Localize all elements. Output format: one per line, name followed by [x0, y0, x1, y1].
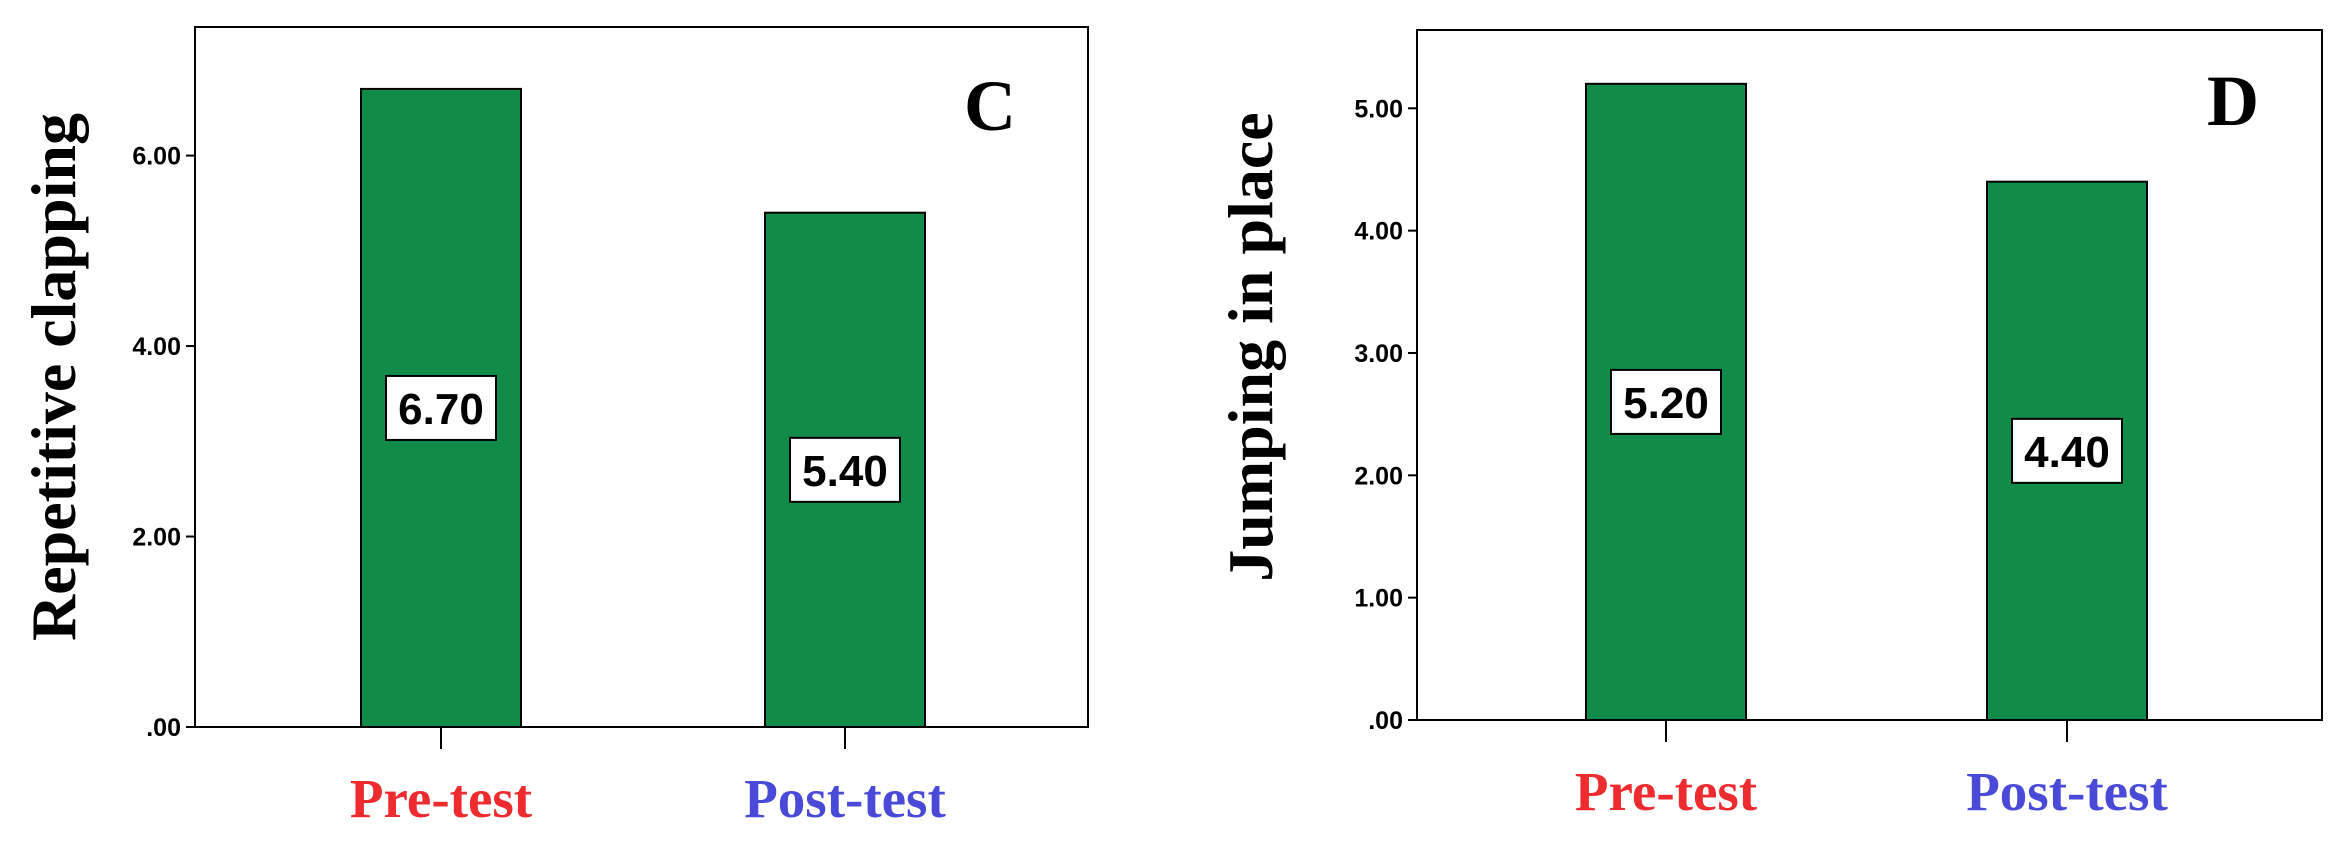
panel-letter: D — [2207, 61, 2259, 141]
data-label-box — [1610, 368, 1722, 435]
y-tick-label: 2.00 — [1354, 462, 1403, 490]
data-label-box — [2011, 417, 2123, 484]
x-axis-ticks: Pre-test Post-test — [350, 727, 946, 829]
y-axis-label: Repetitive clapping — [18, 113, 89, 641]
data-label: 4.40 — [2024, 428, 2110, 477]
x-tick-label-post-test: Post-test — [1966, 761, 2168, 822]
plot-frame — [194, 26, 1089, 728]
y-tick-label: 3.00 — [1354, 340, 1403, 368]
data-label: 5.20 — [1623, 379, 1709, 428]
x-tick-label-post-test: Post-test — [744, 768, 946, 829]
bars: 6.70 5.40 — [360, 87, 926, 728]
y-tick-label: 5.00 — [1354, 95, 1403, 123]
y-axis-ticks: .00 1.00 2.00 3.00 4.00 5.00 — [1354, 95, 1417, 735]
y-axis-label: Jumping in place — [1215, 112, 1286, 581]
plot-frame — [1416, 29, 2323, 721]
panel-letter: C — [964, 66, 1016, 146]
y-tick-label: 4.00 — [132, 333, 181, 361]
y-tick-label: .00 — [146, 714, 181, 742]
y-tick-label: 4.00 — [1354, 218, 1403, 246]
x-tick-label-pre-test: Pre-test — [1575, 761, 1758, 822]
data-label: 5.40 — [802, 447, 888, 496]
chart-panel-d: .00 1.00 2.00 3.00 4.00 5.00 5.20 4.40 Pre-tes… — [1215, 29, 2323, 822]
y-tick-label: 6.00 — [132, 143, 181, 171]
data-label: 6.70 — [398, 385, 484, 434]
data-label-box — [789, 436, 901, 503]
y-axis-ticks: .00 2.00 4.00 6.00 — [132, 143, 195, 742]
y-tick-label: 1.00 — [1354, 585, 1403, 613]
bars: 5.20 4.40 — [1585, 82, 2148, 722]
x-tick-label-pre-test: Pre-test — [350, 768, 533, 829]
x-axis-ticks: Pre-test Post-test — [1575, 720, 2168, 822]
y-tick-label: 2.00 — [132, 524, 181, 552]
data-label-box — [385, 374, 497, 441]
chart-panel-c: .00 2.00 4.00 6.00 6.70 5.40 Pre-test Post-te… — [18, 26, 1089, 829]
y-tick-label: .00 — [1368, 707, 1403, 735]
